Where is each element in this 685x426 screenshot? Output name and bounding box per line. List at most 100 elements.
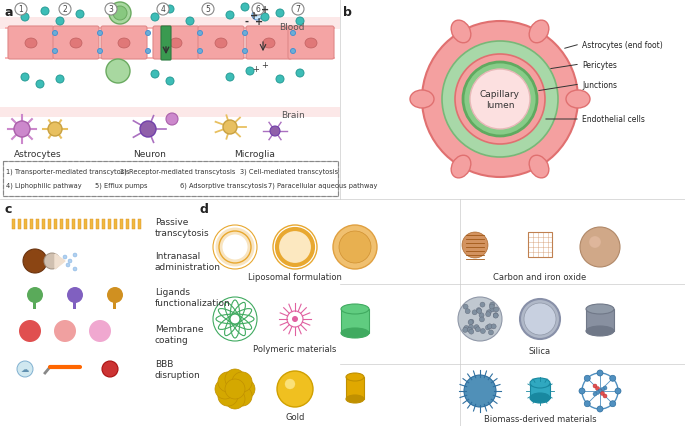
Circle shape xyxy=(593,384,597,388)
Circle shape xyxy=(485,315,490,320)
Bar xyxy=(5,28,335,30)
Ellipse shape xyxy=(566,91,590,109)
Circle shape xyxy=(89,320,111,342)
Circle shape xyxy=(27,287,43,303)
Circle shape xyxy=(218,386,238,406)
Circle shape xyxy=(56,76,64,84)
Circle shape xyxy=(151,14,159,22)
Circle shape xyxy=(492,301,497,306)
Circle shape xyxy=(597,370,603,376)
Circle shape xyxy=(524,303,556,335)
Bar xyxy=(34,295,36,309)
Circle shape xyxy=(166,6,174,14)
Circle shape xyxy=(463,318,468,323)
Text: Silica: Silica xyxy=(529,347,551,356)
Circle shape xyxy=(197,49,203,55)
Circle shape xyxy=(36,81,44,89)
Text: 1) Transporter-mediated transcytosis: 1) Transporter-mediated transcytosis xyxy=(6,168,129,175)
Circle shape xyxy=(235,379,255,399)
Circle shape xyxy=(225,389,245,409)
Text: 7: 7 xyxy=(295,6,301,14)
FancyBboxPatch shape xyxy=(8,27,54,60)
Text: +: + xyxy=(261,5,269,15)
Circle shape xyxy=(53,49,58,55)
Circle shape xyxy=(469,304,474,309)
Bar xyxy=(0,18,340,30)
Ellipse shape xyxy=(341,304,369,314)
Circle shape xyxy=(252,4,264,16)
Text: b: b xyxy=(343,6,352,18)
Circle shape xyxy=(290,49,295,55)
Circle shape xyxy=(73,268,77,271)
Ellipse shape xyxy=(530,378,550,388)
Text: Junctions: Junctions xyxy=(582,81,617,89)
Bar xyxy=(72,219,75,230)
Circle shape xyxy=(242,32,247,36)
Circle shape xyxy=(470,328,475,334)
Circle shape xyxy=(105,4,117,16)
Text: Membrane
coating: Membrane coating xyxy=(155,325,203,344)
Text: Gold: Gold xyxy=(286,412,305,421)
Circle shape xyxy=(226,12,234,20)
Ellipse shape xyxy=(215,39,227,49)
Circle shape xyxy=(145,32,151,36)
Text: Endothelial cells: Endothelial cells xyxy=(582,115,645,124)
Circle shape xyxy=(462,233,488,259)
FancyBboxPatch shape xyxy=(161,27,171,61)
Circle shape xyxy=(466,305,471,311)
Circle shape xyxy=(277,371,313,407)
Bar xyxy=(60,219,63,230)
Circle shape xyxy=(333,225,377,269)
Text: +: + xyxy=(253,65,260,74)
Text: 3: 3 xyxy=(108,6,114,14)
Circle shape xyxy=(471,322,475,328)
Bar xyxy=(78,219,81,230)
Circle shape xyxy=(151,71,159,79)
Bar xyxy=(102,219,105,230)
Bar xyxy=(54,219,57,230)
Circle shape xyxy=(466,331,471,336)
Circle shape xyxy=(490,302,495,307)
Circle shape xyxy=(458,297,502,341)
Circle shape xyxy=(584,401,590,407)
Text: Ligands
functionalization: Ligands functionalization xyxy=(155,288,231,307)
Circle shape xyxy=(63,256,67,259)
Bar xyxy=(120,219,123,230)
Circle shape xyxy=(589,236,601,248)
Ellipse shape xyxy=(346,373,364,381)
Circle shape xyxy=(186,18,194,26)
Circle shape xyxy=(56,18,64,26)
Circle shape xyxy=(603,394,607,398)
Circle shape xyxy=(270,127,280,137)
Ellipse shape xyxy=(346,395,364,403)
Text: +: + xyxy=(262,60,269,69)
Bar xyxy=(3,161,338,196)
Text: Brain: Brain xyxy=(282,110,305,119)
Bar xyxy=(18,219,21,230)
Text: Liposomal formulation: Liposomal formulation xyxy=(248,273,342,282)
Circle shape xyxy=(48,123,62,137)
Circle shape xyxy=(465,311,471,317)
Text: Astrocytes: Astrocytes xyxy=(14,150,62,159)
Bar xyxy=(126,219,129,230)
Circle shape xyxy=(41,8,49,16)
Text: 6: 6 xyxy=(256,6,260,14)
Bar xyxy=(114,295,116,309)
Circle shape xyxy=(475,308,481,314)
Bar xyxy=(530,383,550,398)
Circle shape xyxy=(213,225,257,269)
Circle shape xyxy=(488,318,493,323)
Circle shape xyxy=(472,309,477,314)
Circle shape xyxy=(580,227,620,268)
Bar xyxy=(90,219,93,230)
Circle shape xyxy=(486,320,491,325)
Circle shape xyxy=(603,386,607,390)
Circle shape xyxy=(21,74,29,82)
Circle shape xyxy=(469,329,474,334)
FancyBboxPatch shape xyxy=(288,27,334,60)
Circle shape xyxy=(467,329,472,334)
Ellipse shape xyxy=(341,328,369,338)
Text: d: d xyxy=(200,203,209,216)
Circle shape xyxy=(225,369,245,389)
Ellipse shape xyxy=(586,326,614,336)
